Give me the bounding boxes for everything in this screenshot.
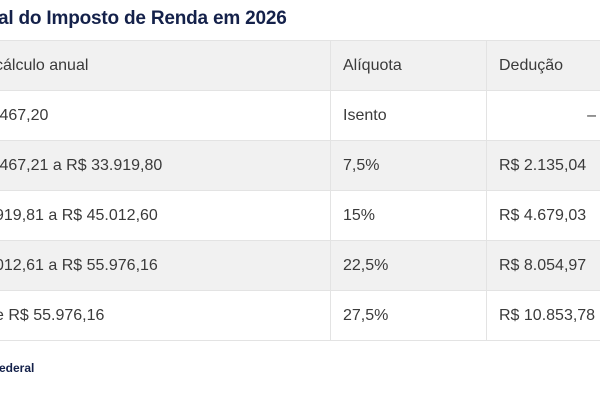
header-rate: Alíquota	[330, 40, 487, 91]
cell-rate: 27,5%	[330, 290, 487, 341]
cell-deduction: R$ 2.135,04	[486, 140, 600, 191]
cell-base: .467,21 a R$ 33.919,80	[0, 140, 331, 191]
cell-rate: 7,5%	[330, 140, 487, 191]
income-tax-table: cálculo anual Alíquota Dedução .467,20 I…	[0, 40, 600, 341]
source-note: ederal	[0, 361, 35, 375]
table-row: 919,81 a R$ 45.012,60 15% R$ 4.679,03	[0, 190, 600, 241]
tax-table-container: cálculo anual Alíquota Dedução .467,20 I…	[0, 40, 600, 341]
cell-base-text: 919,81 a R$ 45.012,60	[0, 206, 158, 224]
cell-base-text: e R$ 55.976,16	[0, 306, 105, 324]
table-row: e R$ 55.976,16 27,5% R$ 10.853,78	[0, 290, 600, 341]
cell-base-text: .467,20	[0, 106, 49, 124]
cell-rate: 22,5%	[330, 240, 487, 291]
cell-deduction: –	[486, 90, 600, 141]
cell-base: e R$ 55.976,16	[0, 290, 331, 341]
table-header-row: cálculo anual Alíquota Dedução	[0, 40, 600, 91]
header-base: cálculo anual	[0, 40, 331, 91]
cell-deduction: R$ 10.853,78	[486, 290, 600, 341]
table-row: .467,20 Isento –	[0, 90, 600, 141]
cell-deduction: R$ 8.054,97	[486, 240, 600, 291]
cell-base-text: .467,21 a R$ 33.919,80	[0, 156, 163, 174]
cell-base: 012,61 a R$ 55.976,16	[0, 240, 331, 291]
header-base-label: cálculo anual	[0, 56, 89, 74]
table-title: al do Imposto de Renda em 2026	[0, 8, 287, 29]
cell-deduction: R$ 4.679,03	[486, 190, 600, 241]
cell-rate: Isento	[330, 90, 487, 141]
table-row: 012,61 a R$ 55.976,16 22,5% R$ 8.054,97	[0, 240, 600, 291]
cell-rate: 15%	[330, 190, 487, 241]
header-deduction: Dedução	[486, 40, 600, 91]
cell-base-text: 012,61 a R$ 55.976,16	[0, 256, 158, 274]
table-row: .467,21 a R$ 33.919,80 7,5% R$ 2.135,04	[0, 140, 600, 191]
cell-base: .467,20	[0, 90, 331, 141]
cell-base: 919,81 a R$ 45.012,60	[0, 190, 331, 241]
